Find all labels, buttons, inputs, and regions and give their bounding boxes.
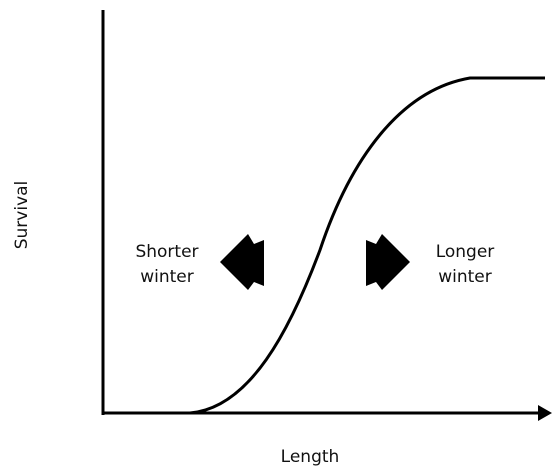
left-label: Shorter <box>135 242 198 262</box>
x-axis-label: Length <box>281 447 340 467</box>
y-axis-label: Survival <box>12 181 32 250</box>
right-label: Longer <box>436 242 495 262</box>
right-label: winter <box>438 267 492 287</box>
left-label: winter <box>140 267 194 287</box>
survival-curve <box>105 76 545 415</box>
left-arrow <box>220 234 264 290</box>
x-axis-arrowhead <box>538 405 552 421</box>
right-arrow <box>366 234 410 290</box>
